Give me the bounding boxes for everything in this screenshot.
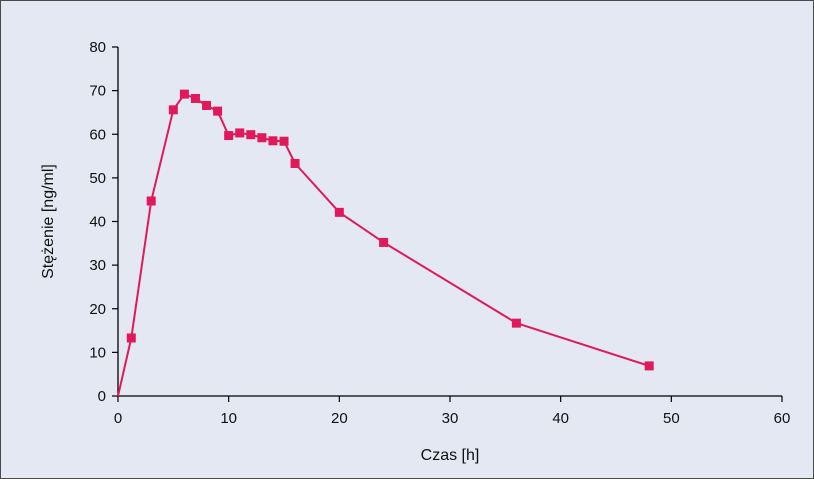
- x-tick-label: 20: [331, 410, 348, 427]
- y-tick-label: 80: [89, 39, 106, 56]
- data-point: [213, 106, 223, 116]
- x-tick-label: 0: [114, 410, 122, 427]
- data-point: [146, 196, 156, 206]
- y-tick-label: 30: [89, 257, 106, 274]
- data-point: [290, 158, 300, 168]
- ticks: 0 10 20 30 40 50 60 70 80 0 10 20 30 40 50 60: [89, 39, 790, 427]
- data-point: [257, 133, 267, 143]
- data-point: [235, 128, 245, 138]
- data-point: [279, 136, 289, 146]
- axes: [117, 47, 782, 397]
- data-point: [168, 105, 178, 115]
- y-tick-label: 50: [89, 170, 106, 187]
- series-layer: [117, 89, 654, 397]
- y-tick-label: 70: [89, 83, 106, 100]
- y-axis-title: Stężenie [ng/ml]: [40, 164, 57, 279]
- data-point: [224, 131, 234, 141]
- data-point: [246, 130, 256, 140]
- data-point: [190, 93, 200, 103]
- y-tick-label: 0: [98, 388, 106, 405]
- x-tick-label: 40: [552, 410, 569, 427]
- data-point: [179, 89, 189, 99]
- data-point: [334, 207, 344, 217]
- y-tick-label: 10: [89, 344, 106, 361]
- x-tick-label: 30: [442, 410, 459, 427]
- x-tick-label: 50: [663, 410, 680, 427]
- data-point: [202, 100, 212, 110]
- x-axis-title: Czas [h]: [421, 447, 480, 464]
- data-point: [511, 318, 521, 328]
- x-tick-label: 60: [774, 410, 791, 427]
- y-tick-label: 60: [89, 126, 106, 143]
- data-point: [268, 136, 278, 146]
- x-tick-label: 10: [220, 410, 237, 427]
- data-point: [644, 361, 654, 371]
- y-tick-label: 40: [89, 214, 106, 231]
- data-point: [126, 333, 136, 343]
- data-point: [379, 237, 389, 247]
- y-tick-label: 20: [89, 301, 106, 318]
